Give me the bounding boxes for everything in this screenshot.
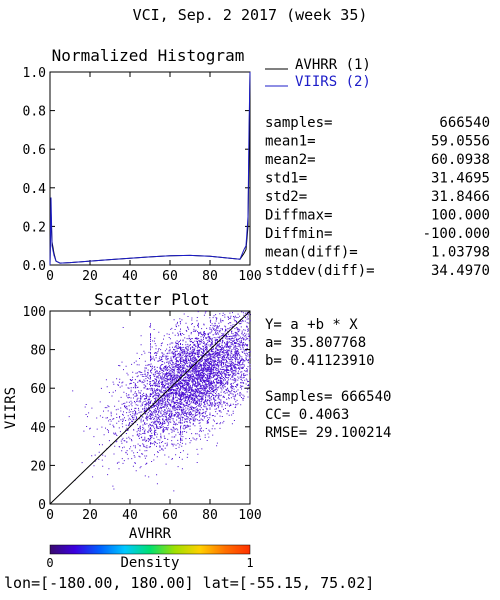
histogram-title: Normalized Histogram [52, 46, 245, 65]
y-tick-label: 0.4 [23, 182, 47, 197]
x-tick-label: 100 [238, 269, 261, 284]
colorbar-min-label: 0 [46, 556, 53, 570]
scatter-axis-ticks: 0 20 40 60 80 100 0 20 40 60 80 100 [23, 305, 262, 523]
x-tick-label: 60 [162, 269, 178, 284]
scatter-title: Scatter Plot [94, 290, 210, 309]
one-to-one-line [49, 310, 251, 505]
geo-extent-footer: lon=[-180.00, 180.00] lat=[-55.15, 75.02… [4, 574, 374, 592]
x-tick-label: 60 [162, 508, 178, 523]
stat-label: stddev(diff)= [265, 263, 375, 279]
figure-title: VCI, Sep. 2 2017 (week 35) [133, 6, 368, 24]
y-tick-label: 0.0 [23, 259, 46, 274]
x-tick-label: 0 [46, 269, 54, 284]
stat-value: 31.8466 [431, 189, 490, 205]
x-tick-label: 40 [122, 269, 138, 284]
regression-stat-line: RMSE= 29.100214 [265, 425, 391, 441]
regression-stat-line: CC= 0.4063 [265, 407, 349, 423]
regression-stat-line: Samples= 666540 [265, 389, 391, 405]
y-tick-label: 60 [30, 382, 46, 397]
regression-stat-line: Y= a +b * X [265, 317, 358, 333]
stat-value: -100.000 [423, 226, 490, 242]
y-tick-label: 80 [30, 344, 46, 359]
stat-label: mean2= [265, 152, 316, 168]
histogram-line-viirs [49, 71, 251, 266]
x-tick-label: 40 [122, 508, 138, 523]
histogram-statistics: samples= 666540 mean1= 59.0556 mean2= 60.0938… [265, 115, 490, 279]
x-tick-label: 0 [46, 508, 54, 523]
legend-viirs-label: VIIRS (2) [295, 74, 371, 90]
x-tick-label: 20 [82, 269, 98, 284]
y-tick-label: 20 [30, 459, 46, 474]
histogram-axis-ticks: 0 20 40 60 80 100 0.0 0.2 0.4 0.6 0.8 1.0 [23, 66, 262, 284]
stat-value: 34.4970 [431, 263, 490, 279]
y-tick-label: 40 [30, 421, 46, 436]
stat-value: 666540 [439, 115, 490, 131]
y-tick-label: 0.8 [23, 105, 46, 120]
stat-label: Diffmax= [265, 208, 332, 224]
scatter-point-cloud [68, 311, 251, 492]
stat-label: Diffmin= [265, 226, 332, 242]
x-tick-label: 20 [82, 508, 98, 523]
y-tick-label: 100 [23, 305, 46, 320]
stat-label: mean(diff)= [265, 245, 358, 261]
histogram-line-avhrr [49, 71, 251, 266]
y-tick-label: 0.6 [23, 143, 46, 158]
stat-value: 100.000 [431, 208, 490, 224]
scatter-plot-area [49, 310, 251, 505]
y-tick-label: 1.0 [23, 66, 46, 81]
density-colorbar [49, 544, 251, 555]
y-tick-label: 0 [38, 498, 46, 513]
colorbar-max-label: 1 [246, 556, 253, 570]
stat-value: 60.0938 [431, 152, 490, 168]
regression-stat-line: b= 0.41123910 [265, 353, 375, 369]
scatter-ylabel: VIIRS [3, 387, 19, 429]
y-tick-label: 0.2 [23, 220, 46, 235]
stat-label: mean1= [265, 134, 316, 150]
colorbar-label: Density [120, 555, 179, 571]
x-tick-label: 80 [202, 508, 218, 523]
stat-label: std1= [265, 171, 307, 187]
histogram-series [49, 71, 251, 266]
stat-value: 1.03798 [431, 245, 490, 261]
scatter-points [68, 311, 251, 492]
stat-value: 31.4695 [431, 171, 490, 187]
stat-label: samples= [265, 115, 332, 131]
x-tick-label: 100 [238, 508, 261, 523]
stat-label: std2= [265, 189, 307, 205]
regression-statistics: Y= a +b * X a= 35.807768 b= 0.41123910 Samp… [265, 317, 391, 441]
legend-avhrr-label: AVHRR (1) [295, 57, 371, 73]
scatter-xlabel: AVHRR [129, 526, 172, 542]
x-tick-label: 80 [202, 269, 218, 284]
regression-stat-line: a= 35.807768 [265, 335, 366, 351]
stat-value: 59.0556 [431, 134, 490, 150]
histogram-plot-area [49, 71, 251, 266]
